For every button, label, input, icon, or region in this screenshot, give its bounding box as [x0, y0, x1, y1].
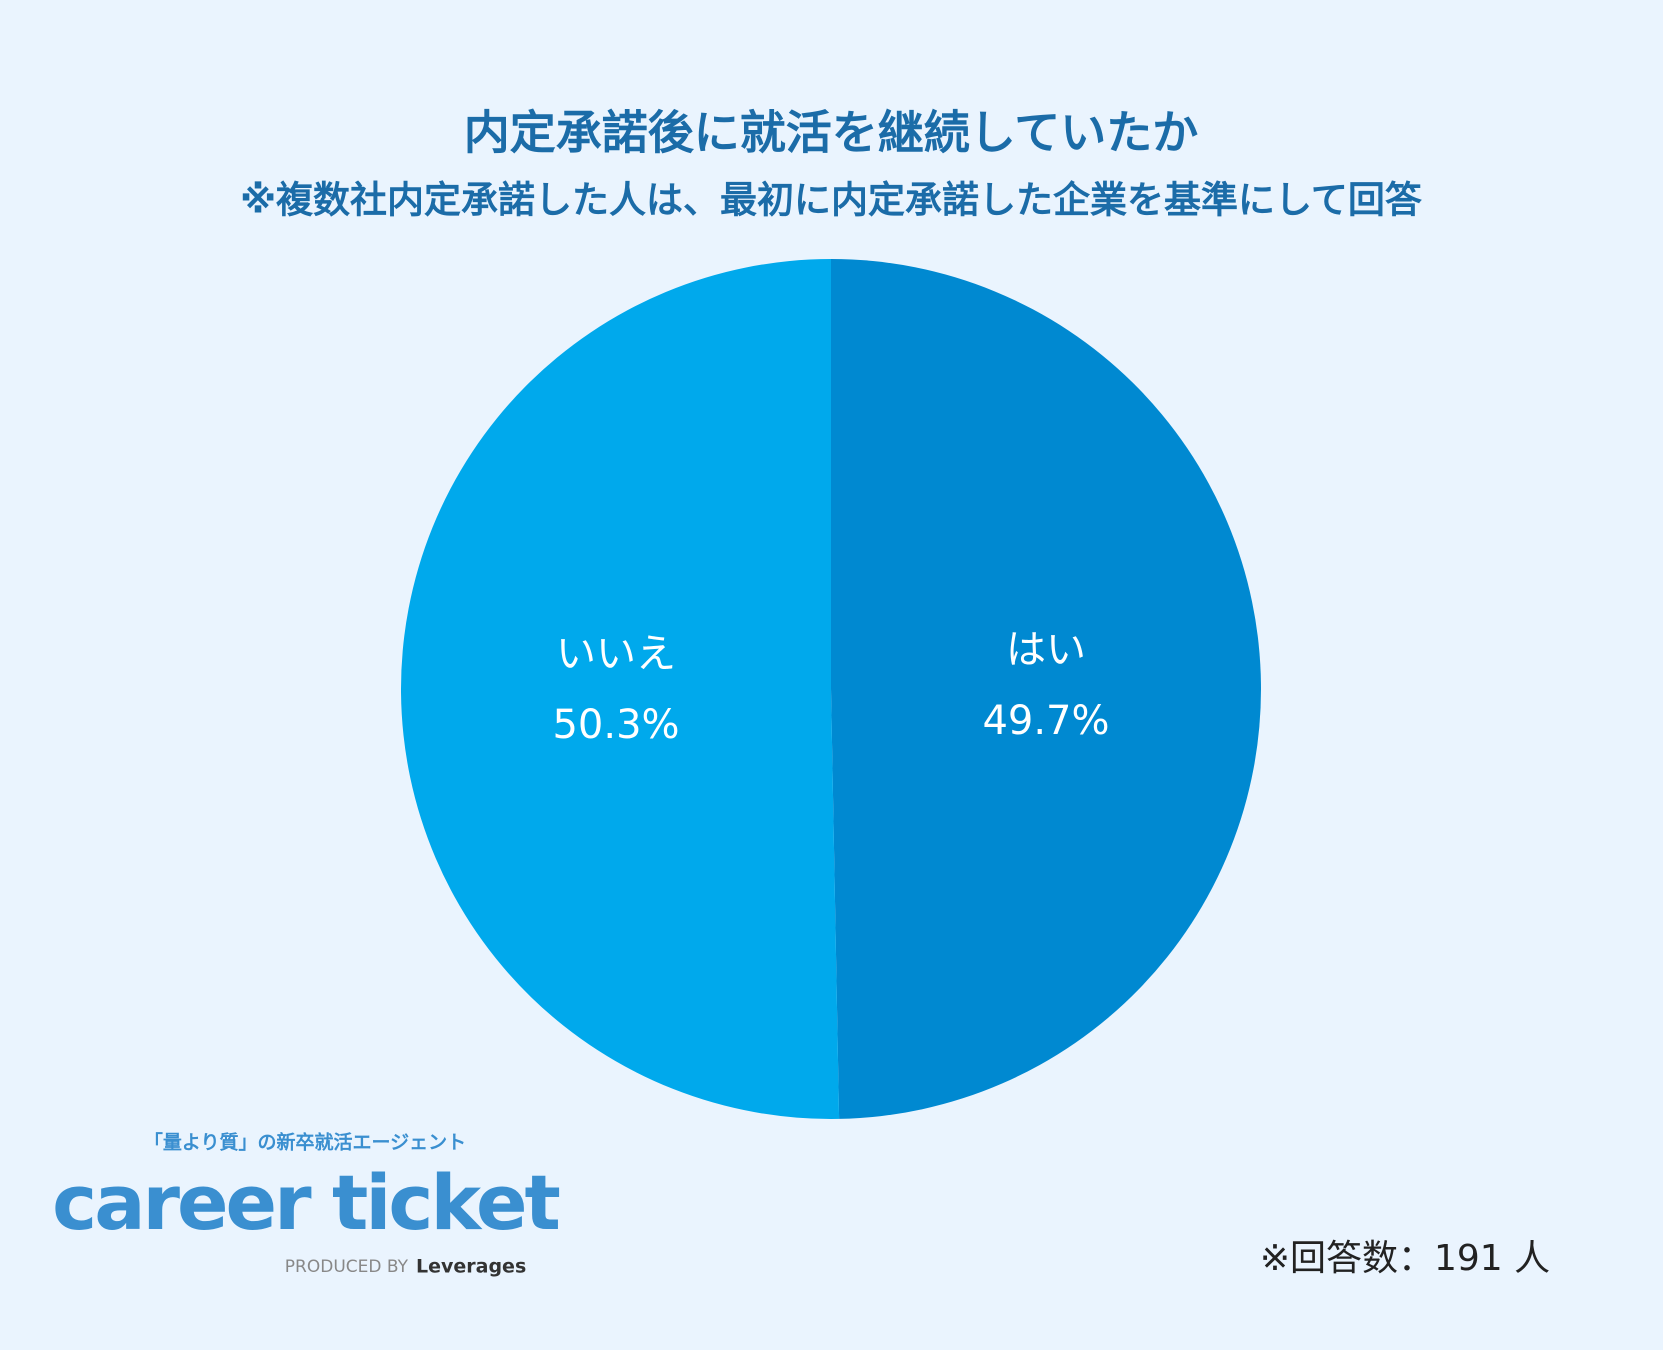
- logo-produced-by: PRODUCED BY: [285, 1257, 409, 1277]
- slice-label: いいえ: [556, 631, 676, 677]
- pie: はい 49.7% いいえ 50.3%: [400, 259, 1261, 1119]
- value-label: 50.3%: [552, 702, 679, 748]
- logo-company: Leverages: [416, 1256, 526, 1278]
- pie-slice: [400, 259, 840, 1119]
- pie-slice: [831, 259, 1261, 1119]
- slice-label: はい: [1006, 627, 1086, 673]
- chart-subtitle: ※複数社内定承諾した人は、最初に内定承諾した企業を基準にして回答: [240, 179, 1423, 222]
- value-label: 49.7%: [982, 698, 1109, 744]
- logo-name: career ticket: [52, 1158, 559, 1247]
- note: ※回答数：191 人: [1260, 1238, 1550, 1279]
- chart-title: 内定承諾後に就活を継続していたか: [464, 106, 1199, 160]
- logo-tagline: 「量より質」の新卒就活エージェント: [144, 1131, 466, 1154]
